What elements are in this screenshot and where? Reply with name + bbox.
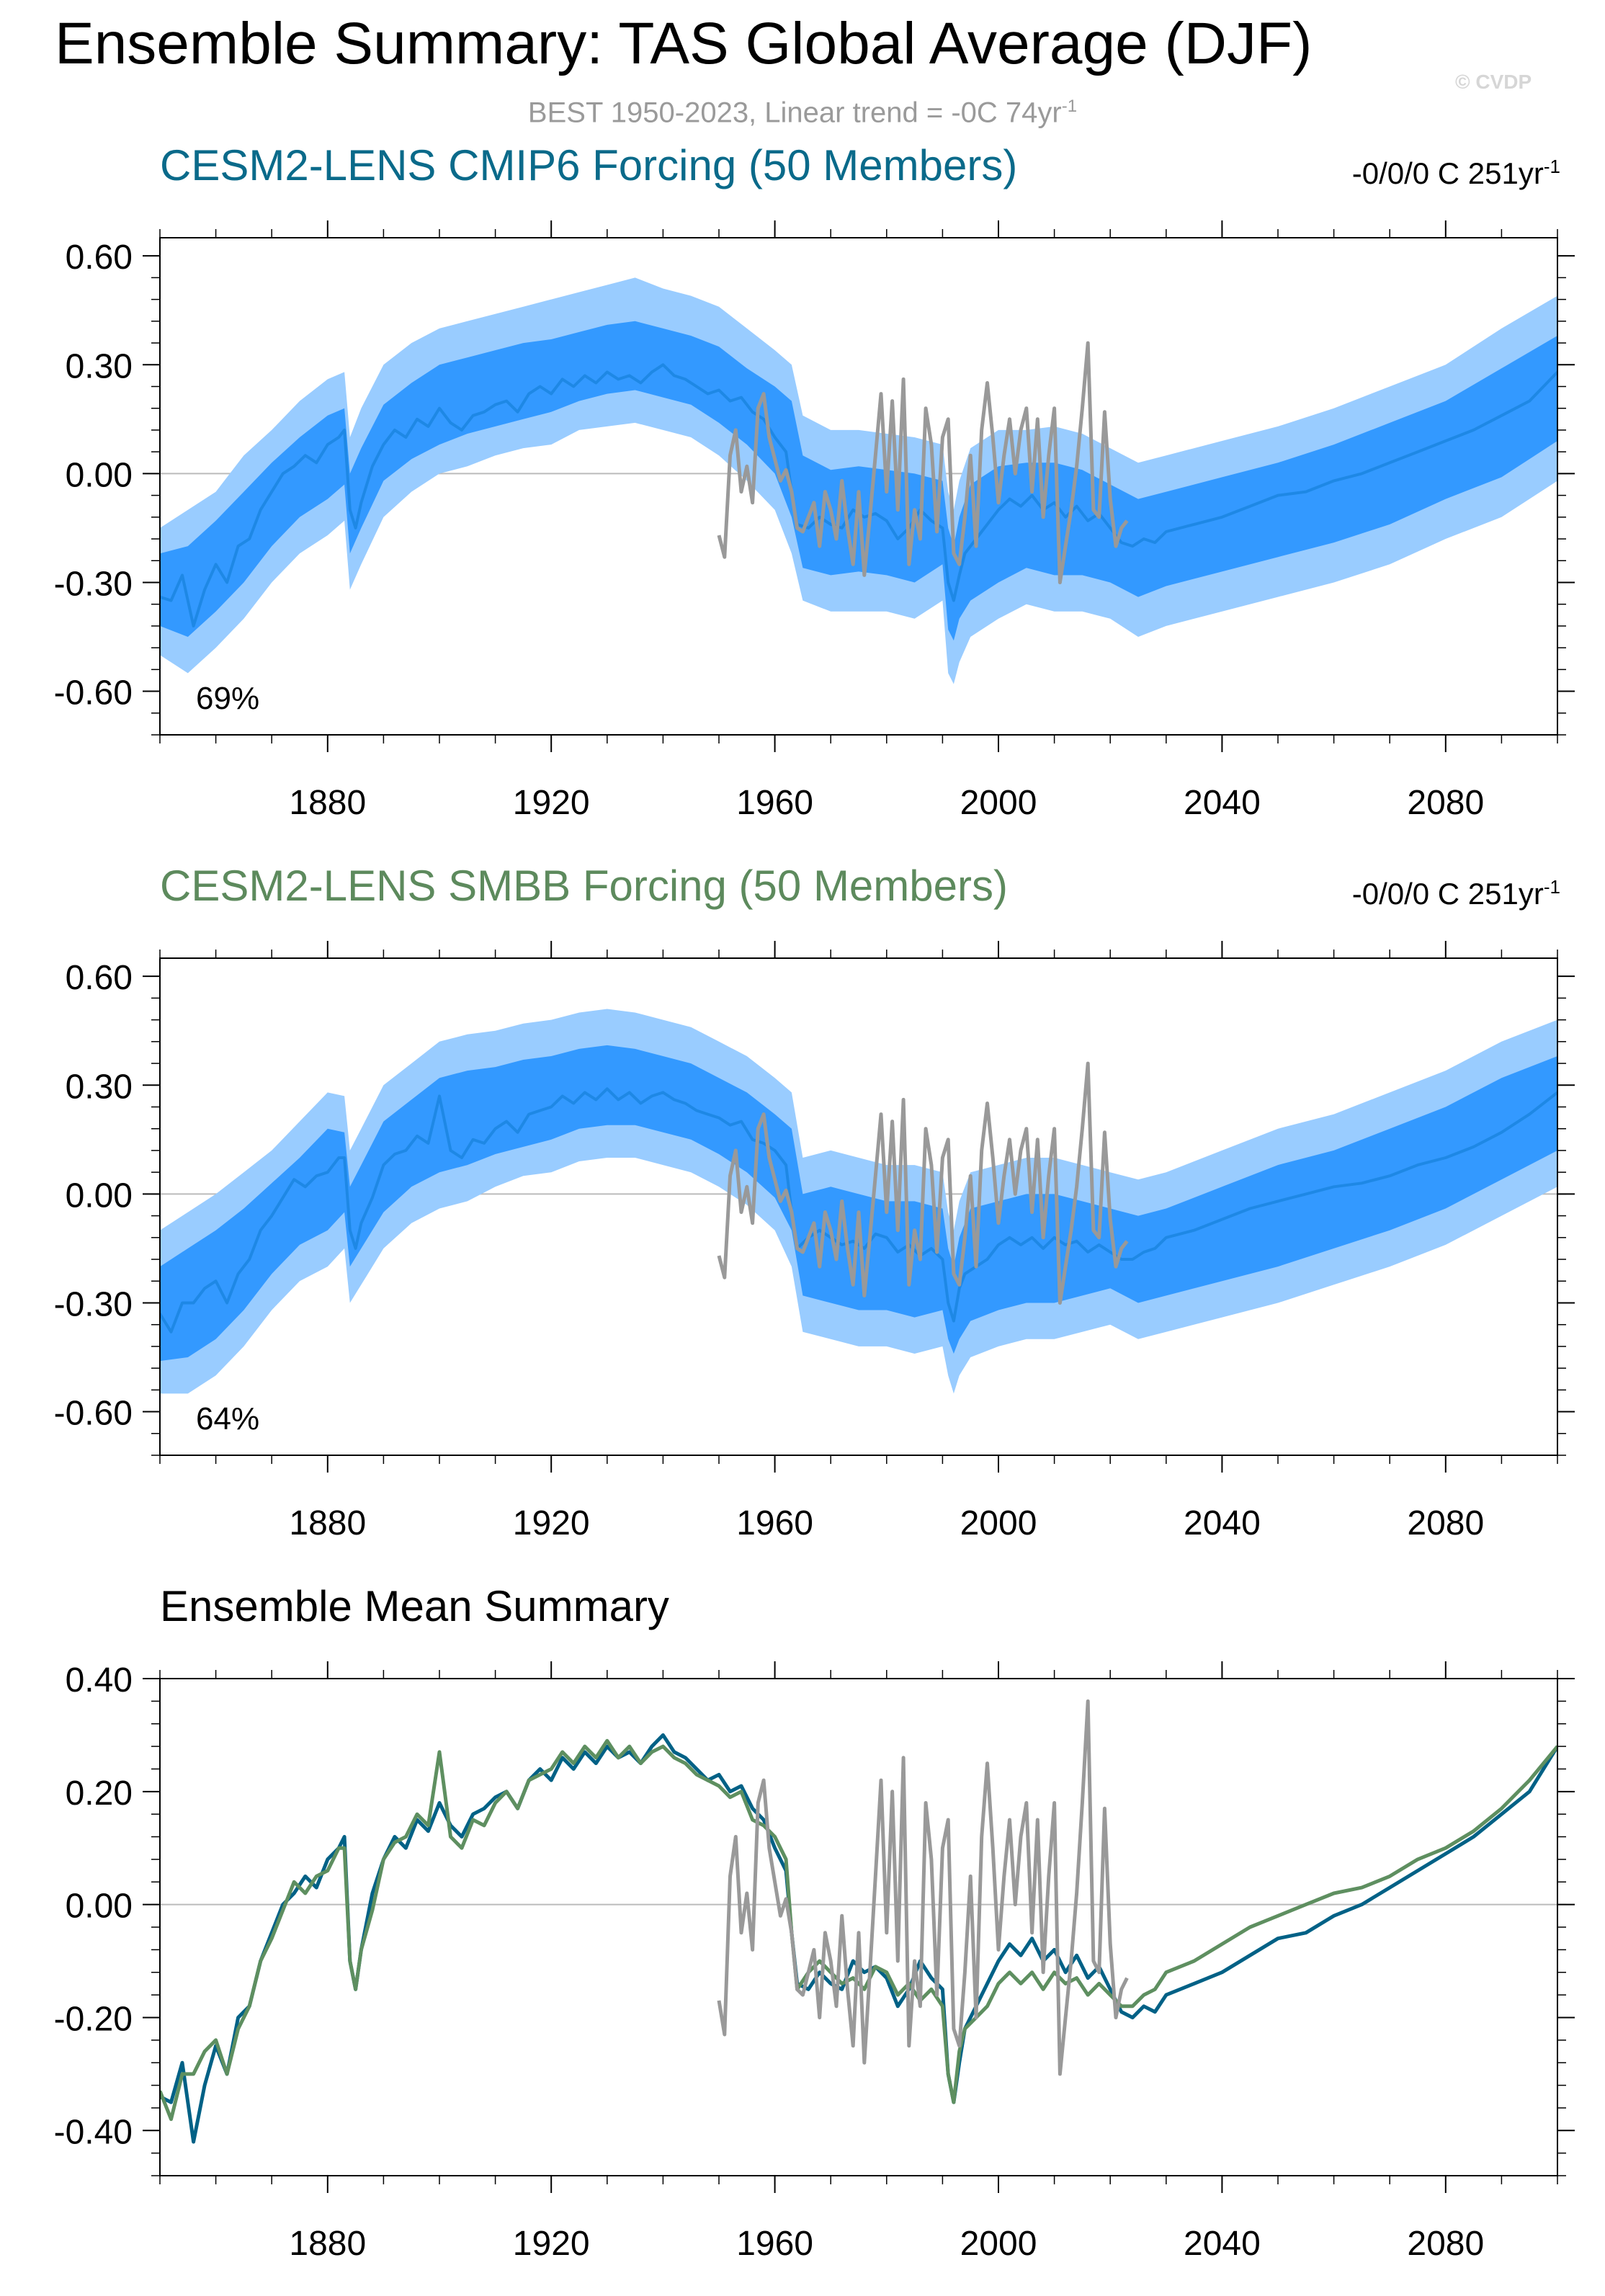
smbb-mean-line — [160, 1738, 1557, 2122]
x-tick-label: 1880 — [289, 2225, 366, 2263]
observations-line — [717, 1699, 1129, 2076]
x-tick-label: 2080 — [1407, 1504, 1484, 1542]
subtitle-sup: -1 — [1061, 97, 1078, 116]
spread-band-inner — [160, 321, 1557, 641]
x-tick-label: 1960 — [736, 784, 813, 822]
y-tick-label: 0.00 — [66, 1176, 133, 1215]
y-tick-label: -0.60 — [54, 674, 133, 713]
panel-title-mean: Ensemble Mean Summary — [160, 1582, 669, 1630]
chart-panel-3: -0.40 -0.20 0.00 0.20 0.40 1880 1920 1960 2000 20… — [54, 1661, 1575, 2263]
y-tick-label: 0.20 — [66, 1774, 133, 1813]
x-tick-label: 1880 — [289, 784, 366, 822]
y-tick-label: -0.30 — [54, 1285, 133, 1323]
x-tick-label: 1920 — [513, 784, 590, 822]
y-tick-label: 0.30 — [66, 347, 133, 385]
y-tick-label: -0.20 — [54, 2000, 133, 2038]
panel-title-cmip6: CESM2-LENS CMIP6 Forcing (50 Members) — [160, 141, 1018, 189]
figure-subtitle: BEST 1950-2023, Linear trend = -0C 74yr-… — [0, 97, 1605, 129]
plot-frame — [159, 1678, 1558, 2176]
x-tick-label: 1920 — [513, 2225, 590, 2263]
x-tick-label: 2000 — [960, 1504, 1037, 1542]
plot-frame — [159, 237, 1558, 736]
y-tick-label: 0.40 — [66, 1661, 133, 1699]
y-tick-label: 0.60 — [66, 959, 133, 997]
trend-text: -0/0/0 C 251yr — [1351, 156, 1544, 190]
panel-trend-cmip6: -0/0/0 C 251yr-1 — [1352, 157, 1560, 189]
percent-annotation: 64% — [196, 1401, 259, 1437]
y-tick-label: 0.00 — [66, 456, 133, 494]
panel-trend-smbb: -0/0/0 C 251yr-1 — [1352, 877, 1560, 909]
plot-area — [160, 1699, 1557, 2144]
x-tick-label: 1880 — [289, 1504, 366, 1542]
plot-area — [160, 277, 1557, 684]
panel-title-smbb: CESM2-LENS SMBB Forcing (50 Members) — [160, 862, 1008, 910]
y-tick-label: -0.30 — [54, 565, 133, 603]
percent-annotation: 69% — [196, 681, 259, 716]
subtitle-text: BEST 1950-2023, Linear trend = -0C 74yr — [527, 97, 1062, 129]
x-tick-label: 2040 — [1184, 1504, 1261, 1542]
figure-title: Ensemble Summary: TAS Global Average (DJ… — [55, 11, 1313, 76]
y-tick-label: 0.00 — [66, 1888, 133, 1926]
x-tick-label: 1960 — [736, 2225, 813, 2263]
x-tick-label: 2080 — [1407, 2225, 1484, 2263]
plot-frame — [159, 957, 1558, 1456]
copyright-watermark: © CVDP — [1455, 71, 1532, 93]
x-tick-label: 2080 — [1407, 784, 1484, 822]
observations-line — [717, 341, 1129, 584]
chart-panel-1: -0.60 -0.30 0.00 0.30 0.60 1880 1920 1960 2000 20… — [54, 220, 1575, 822]
plot-area — [160, 1009, 1557, 1394]
x-tick-label: 2000 — [960, 2225, 1037, 2263]
x-tick-label: 2000 — [960, 784, 1037, 822]
chart-panel-2: -0.60 -0.30 0.00 0.30 0.60 1880 1920 1960 2000 20… — [54, 941, 1575, 1542]
observations-line — [717, 1061, 1129, 1305]
y-tick-label: 0.60 — [66, 238, 133, 277]
x-tick-label: 1920 — [513, 1504, 590, 1542]
trend-text: -0/0/0 C 251yr — [1351, 877, 1544, 911]
y-tick-label: -0.40 — [54, 2113, 133, 2151]
trend-sup: -1 — [1543, 876, 1560, 898]
x-tick-label: 2040 — [1184, 2225, 1261, 2263]
y-tick-label: 0.30 — [66, 1068, 133, 1106]
y-tick-label: -0.60 — [54, 1395, 133, 1433]
x-tick-label: 1960 — [736, 1504, 813, 1542]
x-tick-label: 2040 — [1184, 784, 1261, 822]
trend-sup: -1 — [1543, 156, 1560, 177]
